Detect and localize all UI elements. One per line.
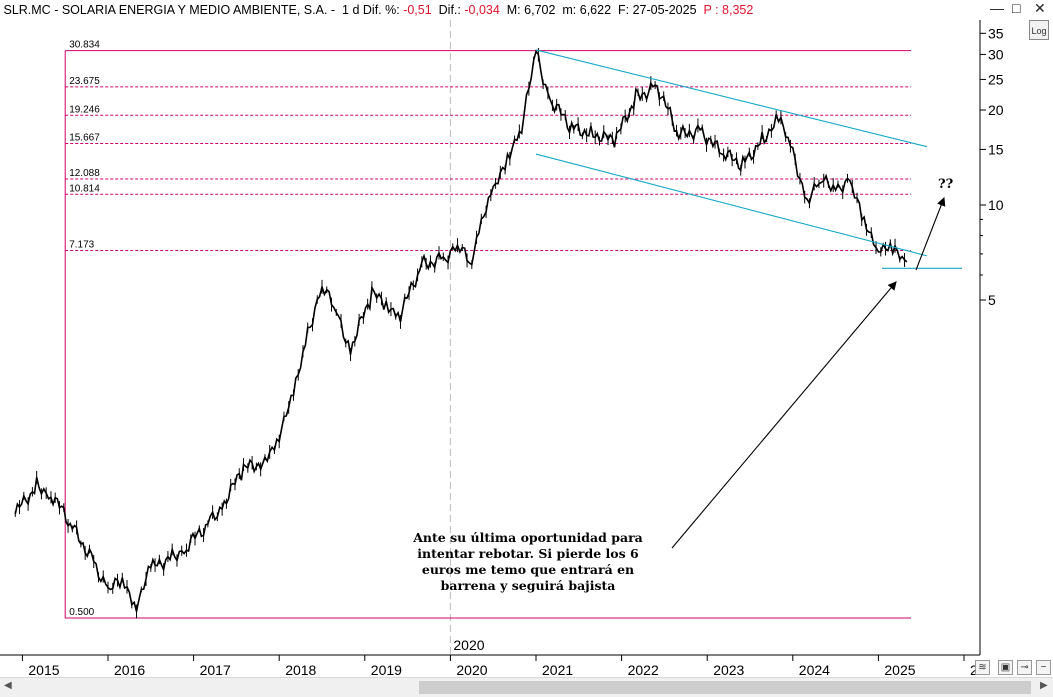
max-label: M:	[506, 3, 521, 17]
x-tick-label: 2020	[456, 662, 487, 677]
annotation-line: barrena y seguirá bajista	[440, 578, 616, 593]
price-label: P :	[703, 3, 719, 17]
x-tick-label: 2023	[713, 662, 744, 677]
x-tick-label: 2017	[200, 662, 231, 677]
zoom-out-icon[interactable]: −	[1036, 660, 1051, 675]
x-tick-label: 2021	[542, 662, 573, 677]
scroll-left-icon[interactable]: ◀	[4, 680, 12, 691]
symbol: SLR.MC	[3, 3, 51, 17]
close-button[interactable]: ✕	[1034, 0, 1046, 16]
dif-value: -0,034	[464, 3, 500, 17]
rebound-arrow	[915, 196, 946, 271]
fib-level-label: 10.814	[69, 183, 100, 194]
dif-pct-value: -0,51	[403, 3, 432, 17]
min-value: 6,622	[579, 3, 612, 17]
max-value: 6,702	[524, 3, 556, 17]
cursor-label: 2020	[453, 637, 484, 653]
company-name: SOLARIA ENERGIA Y MEDIO AMBIENTE, S.A. -	[61, 3, 336, 17]
y-tick-label: 5	[988, 292, 996, 308]
annotation-arrow	[671, 281, 897, 549]
y-tick-label: 10	[988, 197, 1004, 213]
x-tick-label: 2025	[884, 662, 915, 677]
channel-upper-line	[535, 49, 928, 148]
pin-icon[interactable]: ⊸	[1017, 660, 1032, 675]
min-label: m:	[562, 3, 577, 17]
x-tick-label: 2	[970, 662, 978, 677]
x-tick-label: 2018	[285, 662, 316, 677]
y-tick-label: 15	[988, 141, 1004, 157]
question-marks: ??	[938, 177, 954, 192]
date-value: 27-05-2025	[632, 3, 697, 17]
horizontal-scrollbar[interactable]: ◀ ▶	[0, 677, 1053, 697]
date-label: F:	[617, 3, 630, 17]
x-tick-label: 2016	[114, 662, 145, 677]
fib-level-label: 23.675	[69, 76, 100, 87]
x-tick-label: 2022	[628, 662, 659, 677]
interval: 1 d	[342, 3, 360, 17]
x-tick-label: 2019	[371, 662, 402, 677]
annotation-line: Ante su última oportunidad para	[413, 530, 643, 545]
fib-level-label: 19.246	[69, 104, 100, 115]
save-icon[interactable]: ▣	[998, 660, 1013, 675]
dif-label: Dif.:	[438, 3, 461, 17]
fib-level-label: 7.173	[69, 240, 94, 251]
x-tick-label: 2015	[28, 662, 59, 677]
fib-level-label: 30.834	[69, 40, 100, 51]
annotation-line: intentar rebotar. Si pierde los 6	[417, 546, 639, 561]
x-tick-label: 2024	[799, 662, 830, 677]
y-tick-label: 35	[988, 25, 1004, 41]
scale-toggle-icon[interactable]: ≋	[975, 660, 990, 675]
chart-header: SLR.MC - SOLARIA ENERGIA Y MEDIO AMBIENT…	[3, 3, 754, 17]
y-tick-label: 25	[988, 71, 1004, 87]
price-value: 8,352	[722, 3, 754, 17]
dif-pct-label: Dif. %:	[362, 3, 400, 17]
scroll-thumb[interactable]	[419, 681, 1031, 694]
fib-level-label: 12.088	[69, 168, 100, 179]
channel-lower-line	[535, 153, 928, 257]
log-scale-button[interactable]: Log	[1029, 20, 1049, 40]
y-tick-label: 20	[988, 102, 1004, 118]
price-chart[interactable]: 2020 30.834 23.675 19.246 15.667 12.088 10.81…	[0, 0, 1053, 677]
price-series-line	[14, 49, 908, 612]
minimize-button[interactable]: —	[990, 0, 1004, 16]
fib-level-label: 15.667	[69, 132, 100, 143]
maximize-button[interactable]: □	[1012, 0, 1021, 16]
y-tick-label: 30	[988, 46, 1004, 62]
annotation-line: euros me temo que entrará en	[421, 562, 635, 577]
scroll-right-icon[interactable]: ▶	[1040, 680, 1048, 691]
fib-level-label: 0.500	[69, 607, 94, 618]
annotation-text: Ante su última oportunidad para intentar…	[378, 530, 678, 594]
